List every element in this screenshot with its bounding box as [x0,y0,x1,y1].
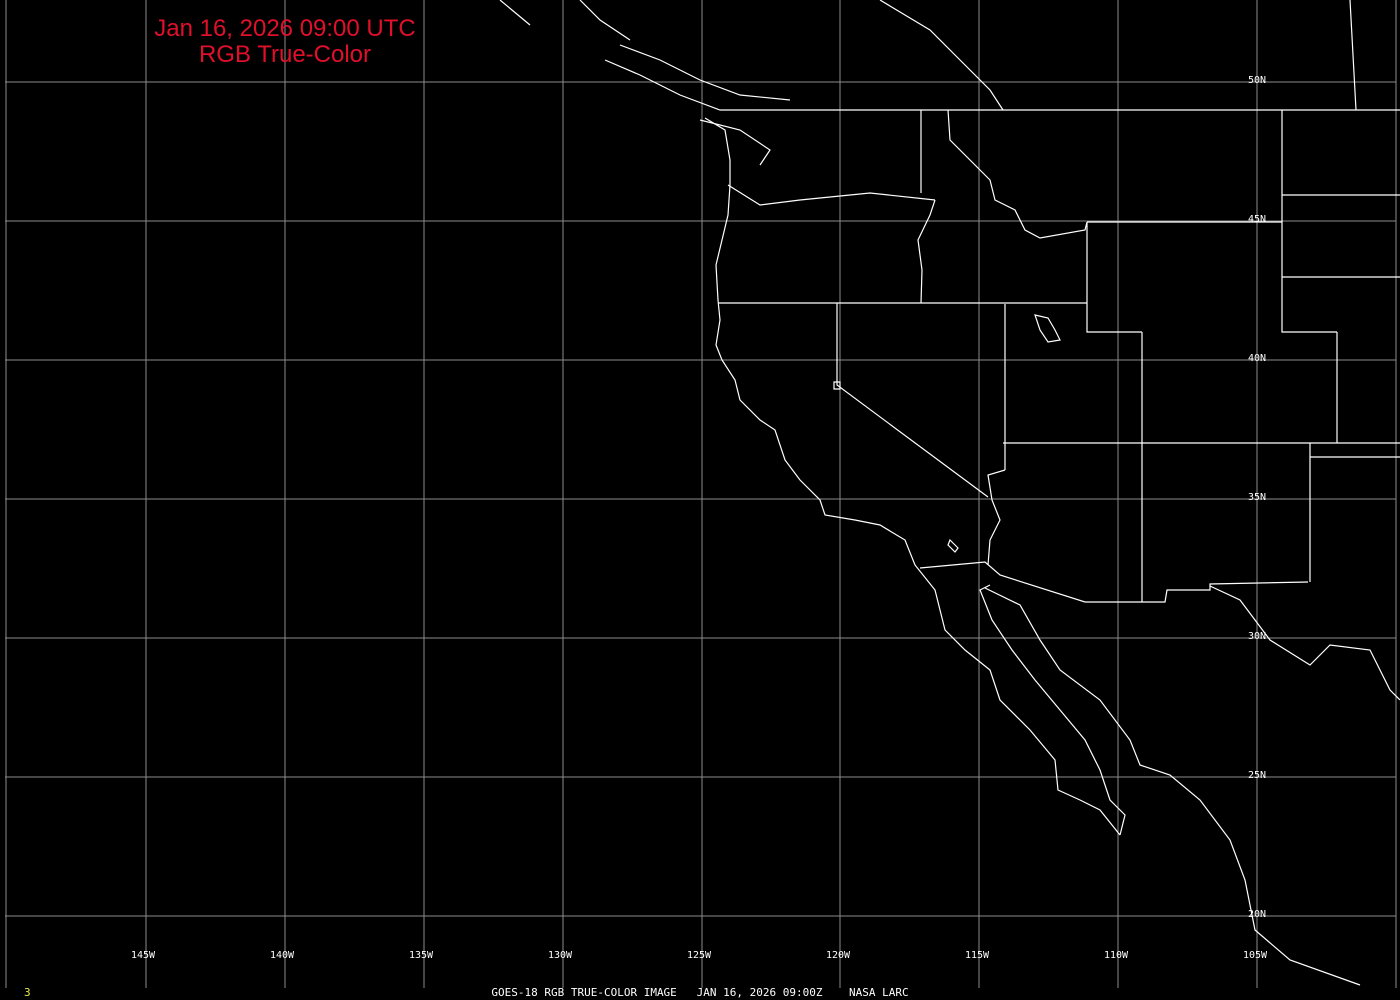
canada-coast [604,44,791,166]
longitude-label: 105W [1243,950,1268,961]
product-title: RGB True-Color [198,41,372,68]
latitude-label: 40N [1248,353,1267,364]
latitude-label: 30N [1248,631,1267,642]
longitude-label: 135W [409,950,434,961]
latitude-label: 20N [1248,909,1267,920]
latitude-label: 45N [1248,214,1267,225]
caption-text: GOES-18 RGB TRUE-COLOR IMAGE JAN 16, 202… [491,986,909,999]
longitude-label: 125W [687,950,712,961]
mexico-mainland-coast [984,587,1361,986]
frame-number: 3 [24,986,31,999]
longitude-label: 145W [131,950,156,961]
dakota-borders [1281,110,1400,278]
longitude-label: 115W [965,950,990,961]
longitude-label: 140W [270,950,295,961]
mexico-gulf-coast [1209,585,1400,701]
datetime-title: Jan 16, 2026 09:00 UTC [154,15,416,42]
latitude-label: 35N [1248,492,1267,503]
lake-tahoe [833,381,841,390]
longitude-label: 110W [1104,950,1129,961]
lat-lon-grid [5,0,1397,988]
great-salt-lake [1034,314,1061,343]
or-id-border [917,199,936,304]
salton-sea [947,538,959,553]
wa-or-border [727,184,936,206]
colorado-river [987,469,1006,566]
ut-borders [1004,304,1143,602]
west-coastline [704,117,1121,836]
latitude-label: 50N [1248,75,1267,86]
ca-nv-border [836,303,989,498]
image-caption: GOES-18 RGB TRUE-COLOR IMAGE JAN 16, 202… [0,986,1400,999]
canada-boundary-north [499,0,1357,111]
nm-east-border [1309,443,1400,582]
longitude-label: 130W [548,950,573,961]
baja-gulf-coast [979,584,1126,836]
us-mexico-border [919,561,1309,603]
political-boundaries [499,0,1400,986]
latitude-label: 25N [1248,770,1267,781]
longitude-label: 120W [826,950,851,961]
id-mt-border [947,109,1088,239]
